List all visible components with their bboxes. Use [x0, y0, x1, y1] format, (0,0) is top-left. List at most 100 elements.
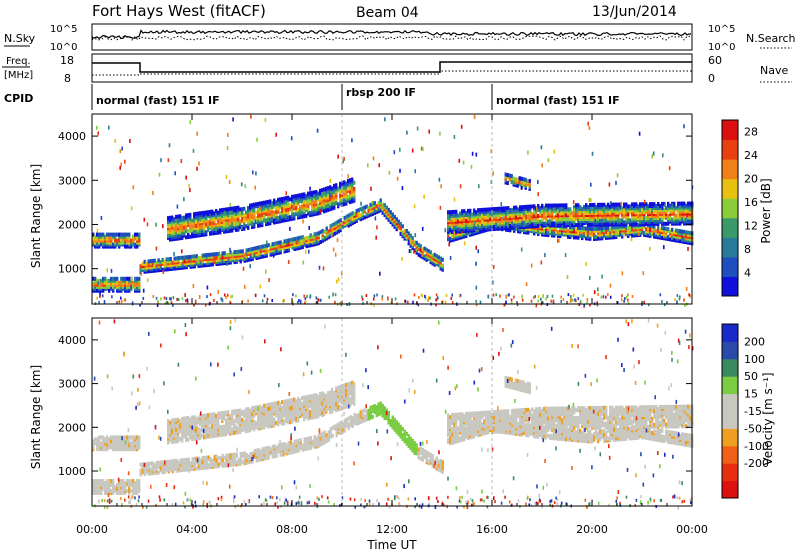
power-data-cell [293, 237, 296, 242]
power-data-cell [681, 229, 684, 234]
power-data-cell [247, 206, 250, 210]
velocity-data-cell [183, 458, 186, 462]
velocity-data-cell [157, 460, 160, 465]
power-data-cell [159, 266, 162, 270]
power-data-cell [351, 211, 354, 216]
power-data-cell [401, 256, 403, 261]
power-data-cell [581, 234, 584, 239]
power-data-cell [613, 225, 616, 230]
power-data-cell [557, 213, 560, 218]
power-data-cell [291, 194, 294, 199]
power-data-cell [185, 229, 188, 234]
power-data-cell [305, 213, 308, 218]
power-data-cell [303, 192, 306, 197]
power-data-cell [619, 218, 622, 223]
power-data-cell [100, 278, 103, 283]
velocity-data-cell [257, 448, 260, 453]
power-data-cell [233, 250, 236, 255]
power-data-cell [131, 301, 134, 306]
power-data-cell [353, 212, 356, 216]
velocity-data-cell [343, 418, 346, 423]
velocity-data-cell [130, 488, 133, 493]
power-data-cell [114, 238, 117, 243]
power-data-cell [181, 255, 184, 260]
velocity-data-cell [181, 458, 184, 463]
power-data-cell [381, 295, 384, 299]
velocity-data-cell [179, 458, 182, 463]
velocity-data-cell [295, 439, 298, 444]
power-data-cell [537, 180, 539, 185]
power-data-cell [489, 217, 492, 222]
power-data-cell [511, 221, 514, 226]
power-data-cell [353, 186, 356, 191]
power-data-cell [252, 170, 254, 175]
power-data-cell [661, 236, 664, 240]
power-colorbar-tick: 12 [744, 220, 758, 233]
power-data-cell [510, 298, 513, 302]
power-data-cell [307, 191, 310, 196]
velocity-data-cell [118, 441, 121, 446]
power-data-cell [173, 266, 176, 271]
velocity-data-cell [112, 479, 115, 484]
power-data-cell [134, 236, 137, 241]
power-data-cell [240, 182, 243, 187]
power-data-cell [631, 233, 634, 238]
power-data-cell [509, 208, 512, 212]
power-data-cell [602, 295, 605, 299]
power-data-cell [275, 210, 278, 215]
power-data-cell [199, 255, 202, 260]
velocity-data-cell [110, 488, 113, 493]
power-data-cell [423, 254, 426, 259]
power-data-cell [92, 281, 95, 286]
velocity-data-cell [130, 479, 133, 484]
power-data-cell [623, 208, 626, 213]
power-data-cell [287, 207, 290, 212]
power-data-cell [361, 297, 364, 301]
power-data-cell [253, 254, 256, 259]
velocity-data-cell [161, 470, 164, 475]
power-data-cell [203, 263, 206, 268]
power-data-cell [655, 229, 658, 233]
power-data-cell [155, 246, 158, 251]
power-data-cell [663, 221, 666, 226]
power-data-cell [537, 299, 539, 303]
power-data-cell [357, 208, 360, 213]
velocity-data-cell [275, 445, 278, 450]
power-data-cell [467, 208, 470, 213]
power-data-cell [211, 252, 214, 257]
power-data-cell [121, 300, 123, 303]
power-data-cell [495, 222, 498, 227]
power-data-cell [540, 297, 542, 301]
power-data-cell [355, 209, 358, 213]
power-data-cell [561, 211, 564, 216]
power-data-cell [120, 280, 123, 285]
power-data-cell [523, 228, 526, 233]
power-data-cell [132, 284, 135, 289]
power-data-cell [559, 203, 562, 208]
power-data-cell [681, 201, 684, 206]
power-data-cell [165, 267, 168, 272]
power-data-cell [116, 242, 119, 247]
power-data-cell [331, 194, 334, 199]
power-data-cell [293, 198, 296, 203]
power-data-cell [96, 125, 98, 130]
power-data-cell [287, 215, 290, 220]
power-data-cell [231, 206, 234, 211]
power-data-cell [101, 294, 104, 298]
velocity-data-cell [279, 443, 282, 447]
power-data-cell [627, 218, 630, 223]
power-data-cell [583, 226, 586, 231]
power-data-cell [495, 207, 498, 211]
power-data-cell [229, 247, 231, 252]
power-data-cell [573, 235, 576, 240]
power-data-cell [397, 223, 400, 228]
power-data-cell [177, 298, 180, 301]
power-data-cell [301, 204, 304, 209]
power-data-cell [401, 186, 404, 191]
velocity-data-cell [116, 435, 119, 440]
power-data-cell [120, 240, 123, 245]
power-data-cell [624, 297, 626, 301]
power-data-cell [249, 247, 252, 252]
power-data-cell [473, 226, 476, 231]
power-data-cell [187, 233, 190, 237]
